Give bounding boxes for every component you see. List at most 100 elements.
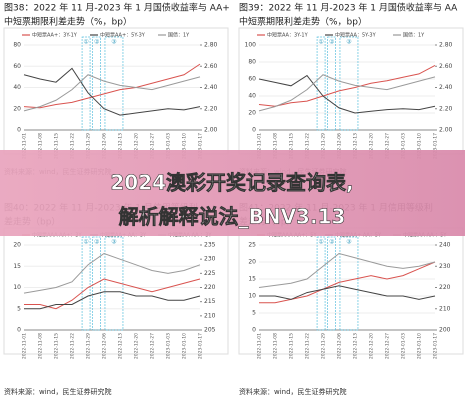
y-tick-label: 15 [13,263,21,270]
y2-tick-label: 2.80 [439,42,453,49]
y2-tick-label: 240 [439,242,451,249]
y-tick-label: 5 [252,310,256,317]
legend-label: 国债：1Y [168,32,190,39]
x-tick-label: 2023-01-10 [182,133,188,159]
annotation-label: ③ [111,239,116,246]
series-line [258,252,436,288]
x-tick-label: 2023-01-10 [182,333,188,359]
y-tick-label: 20 [13,242,21,249]
y-tick-label: 0 [17,127,21,134]
x-tick-label: 2023-01-17 [433,333,439,359]
x-tick-label: 2022-11-01 [257,333,263,359]
x-tick-label: 2022-11-08 [38,333,44,359]
x-tick-label: 2022-12-27 [385,133,391,159]
x-tick-label: 2022-12-20 [369,133,375,159]
annotation-box [327,236,336,331]
x-tick-label: 2022-11-29 [321,133,327,159]
y2-tick-label: 225 [204,270,216,277]
x-tick-label: 2022-12-27 [150,333,156,359]
x-tick-label: 2023-01-17 [198,133,204,159]
annotation-box [327,36,336,131]
y2-tick-label: 2.20 [204,105,218,112]
y-tick-label: 0 [17,327,21,334]
x-tick-label: 2023-01-10 [417,133,423,159]
annotation-label: ① [318,39,323,46]
y2-tick-label: 220 [439,284,451,291]
legend-label: 中短票AA+：5Y-3Y [100,32,146,39]
y2-tick-label: 220 [204,284,216,291]
annotation-label: ② [329,239,335,246]
x-tick-label: 2023-01-03 [166,133,172,159]
x-tick-label: 2022-11-22 [305,133,311,159]
annotation-box [92,236,101,331]
annotation-box [81,236,91,331]
y-tick-label: 60 [248,76,256,83]
y-tick-label: 10 [248,293,256,300]
figure-title: 中短票期限利差走势（%，bp） [4,16,132,28]
x-tick-label: 2022-12-27 [385,333,391,359]
x-tick-label: 2022-12-06 [337,133,343,159]
annotation-label: ① [83,39,88,46]
series-line [259,285,436,300]
x-tick-label: 2022-11-01 [22,333,28,359]
x-tick-label: 2023-01-10 [417,333,423,359]
annotation-label: ③ [346,39,351,46]
legend-label: 中短票AA：3Y-1Y [267,32,309,39]
banner [0,150,465,236]
x-tick-label: 2022-11-01 [257,133,263,159]
x-tick-label: 2022-11-22 [305,333,311,359]
x-tick-label: 2022-12-06 [337,333,343,359]
y2-tick-label: 2.00 [439,127,453,134]
series-line [258,64,436,107]
y-tick-label: 80 [248,59,256,66]
x-tick-label: 2022-11-08 [273,133,279,159]
y2-tick-label: 230 [204,256,216,263]
banner-line: 解析解释说法_BNV3.13 [119,205,346,229]
x-tick-label: 2023-01-17 [198,333,204,359]
x-tick-label: 2022-12-13 [353,333,359,359]
x-tick-label: 2022-12-13 [353,133,359,159]
y2-tick-label: 200 [439,327,451,334]
y-tick-label: 0 [252,327,256,334]
annotation-box [339,236,359,331]
y2-tick-label: 2.40 [204,84,218,91]
series-line [258,74,436,114]
x-tick-label: 2022-11-29 [86,133,92,159]
x-tick-label: 2022-11-15 [54,133,60,159]
x-tick-label: 2022-12-06 [102,133,108,159]
y2-tick-label: 205 [204,327,216,334]
y-tick-label: 20 [248,110,256,117]
annotation-box [92,36,101,131]
source-note: 资料来源：wind，民生证券研究院 [4,387,112,396]
x-tick-label: 2022-11-29 [321,333,327,359]
annotation-label: ③ [346,239,351,246]
x-tick-label: 2022-12-20 [369,333,375,359]
x-tick-label: 2022-12-13 [118,133,124,159]
y-tick-label: 80 [13,42,21,49]
x-tick-label: 2022-12-27 [150,133,156,159]
x-tick-label: 2022-12-13 [118,333,124,359]
y-tick-label: 100 [245,42,257,49]
y2-tick-label: 2.00 [204,127,218,134]
annotation-label: ③ [111,39,116,46]
annotation-label: ① [318,239,323,246]
x-tick-label: 2022-11-22 [70,133,76,159]
figure-title: 图39：2022 年 11 月-2023 年 1 月国债收益率与 AA [239,2,458,14]
annotation-label: ② [329,39,335,46]
y-tick-label: 20 [248,259,256,266]
y2-tick-label: 210 [439,305,451,312]
legend-label: 中短票AA+：3Y-1Y [32,32,78,39]
y-tick-label: 15 [248,276,256,283]
x-tick-label: 2023-01-17 [433,133,439,159]
x-tick-label: 2022-11-29 [86,333,92,359]
y-tick-label: 40 [248,93,256,100]
x-tick-label: 2022-11-15 [54,333,60,359]
x-tick-label: 2022-12-20 [134,133,140,159]
y2-tick-label: 2.40 [439,84,453,91]
y-tick-label: 40 [13,84,21,91]
y2-tick-label: 2.80 [204,42,218,49]
annotation-label: ② [94,239,100,246]
series-line [23,252,201,294]
